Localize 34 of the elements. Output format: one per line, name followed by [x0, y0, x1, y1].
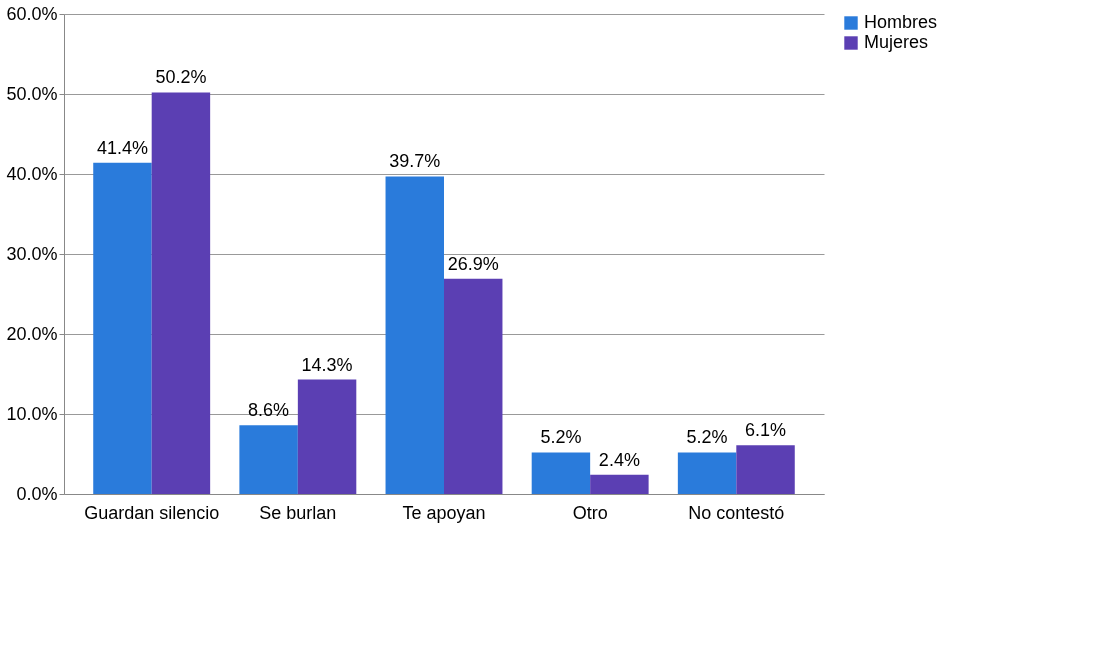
bar — [385, 176, 444, 494]
legend-label: Hombres — [864, 12, 938, 32]
y-tick-label: 60.0% — [6, 3, 58, 24]
bar — [736, 445, 795, 494]
data-label: 14.3% — [301, 354, 353, 375]
bar — [677, 452, 737, 494]
y-tick-label: 50.0% — [6, 83, 58, 104]
x-tick-label: Te apoyan — [402, 502, 486, 523]
bar — [444, 278, 503, 494]
y-tick-label: 30.0% — [6, 243, 58, 264]
x-tick-label: No contestó — [688, 502, 785, 523]
data-label: 41.4% — [96, 137, 148, 158]
y-tick-label: 0.0% — [16, 483, 58, 504]
data-label: 39.7% — [389, 151, 441, 172]
bar — [297, 379, 357, 494]
bar — [239, 425, 298, 494]
x-tick-label: Guardan silencio — [84, 502, 220, 523]
data-label: 6.1% — [745, 420, 787, 441]
data-label: 5.2% — [686, 427, 728, 448]
y-tick-label: 20.0% — [6, 323, 58, 344]
bar — [590, 474, 649, 494]
data-label: 5.2% — [540, 427, 582, 448]
data-label: 50.2% — [155, 67, 207, 88]
y-tick-label: 10.0% — [6, 403, 58, 424]
bar — [151, 92, 211, 494]
bar — [93, 162, 152, 494]
x-tick-label: Otro — [572, 502, 608, 523]
data-label: 26.9% — [447, 253, 499, 274]
bar — [531, 452, 591, 494]
y-tick-label: 40.0% — [6, 163, 58, 184]
data-label: 2.4% — [598, 449, 640, 470]
data-label: 8.6% — [248, 400, 290, 421]
legend-label: Mujeres — [864, 32, 929, 52]
x-tick-label: Se burlan — [259, 502, 337, 523]
